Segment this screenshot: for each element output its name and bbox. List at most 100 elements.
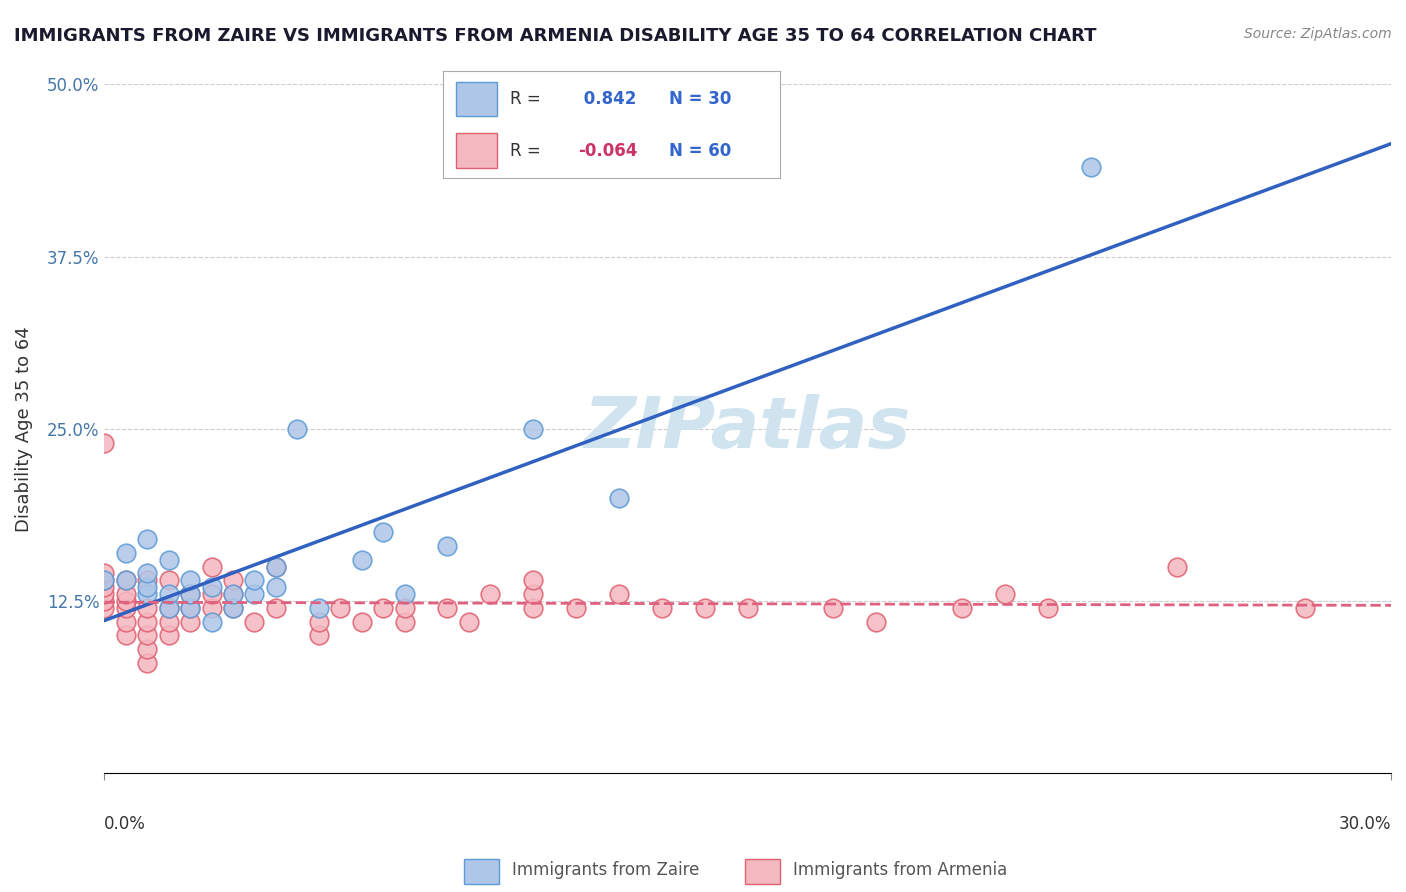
- Text: Immigrants from Zaire: Immigrants from Zaire: [512, 861, 699, 879]
- Point: [93, 600, 115, 615]
- Text: N = 30: N = 30: [669, 90, 731, 108]
- FancyBboxPatch shape: [457, 82, 496, 116]
- Text: R =: R =: [510, 142, 541, 160]
- Point: [264, 559, 287, 574]
- Text: 30.0%: 30.0%: [1339, 814, 1391, 832]
- Point: [436, 539, 458, 553]
- FancyBboxPatch shape: [464, 859, 499, 884]
- Point: [222, 600, 245, 615]
- Point: [136, 532, 159, 546]
- Point: [200, 559, 222, 574]
- Point: [607, 491, 630, 505]
- Point: [1166, 559, 1188, 574]
- Point: [179, 587, 201, 601]
- Point: [200, 580, 222, 594]
- Point: [200, 600, 222, 615]
- Point: [308, 615, 330, 629]
- Point: [950, 600, 973, 615]
- Point: [243, 574, 266, 588]
- Point: [565, 600, 588, 615]
- Point: [651, 600, 673, 615]
- Point: [157, 587, 180, 601]
- Point: [458, 615, 481, 629]
- Text: -0.064: -0.064: [578, 142, 637, 160]
- Point: [350, 615, 373, 629]
- Point: [157, 574, 180, 588]
- Point: [522, 574, 544, 588]
- Text: N = 60: N = 60: [669, 142, 731, 160]
- Point: [93, 574, 115, 588]
- Point: [1036, 600, 1059, 615]
- Point: [1080, 160, 1102, 174]
- Point: [994, 587, 1017, 601]
- Point: [200, 615, 222, 629]
- Point: [114, 600, 136, 615]
- Point: [157, 600, 180, 615]
- Point: [522, 587, 544, 601]
- Text: 0.842: 0.842: [578, 90, 637, 108]
- Point: [114, 587, 136, 601]
- Point: [157, 600, 180, 615]
- Point: [179, 615, 201, 629]
- Point: [222, 574, 245, 588]
- Point: [179, 587, 201, 601]
- Point: [136, 574, 159, 588]
- Point: [436, 600, 458, 615]
- Text: IMMIGRANTS FROM ZAIRE VS IMMIGRANTS FROM ARMENIA DISABILITY AGE 35 TO 64 CORRELA: IMMIGRANTS FROM ZAIRE VS IMMIGRANTS FROM…: [14, 27, 1097, 45]
- Point: [136, 642, 159, 657]
- Point: [243, 615, 266, 629]
- Point: [136, 566, 159, 581]
- Y-axis label: Disability Age 35 to 64: Disability Age 35 to 64: [15, 326, 32, 532]
- Point: [373, 525, 395, 540]
- Point: [607, 587, 630, 601]
- Point: [157, 552, 180, 566]
- Point: [373, 600, 395, 615]
- Text: Source: ZipAtlas.com: Source: ZipAtlas.com: [1244, 27, 1392, 41]
- Point: [329, 600, 352, 615]
- Point: [114, 574, 136, 588]
- Point: [394, 615, 416, 629]
- Point: [93, 574, 115, 588]
- Point: [308, 600, 330, 615]
- Point: [114, 546, 136, 560]
- Point: [823, 600, 845, 615]
- Point: [264, 559, 287, 574]
- Point: [179, 574, 201, 588]
- Point: [264, 600, 287, 615]
- Text: Immigrants from Armenia: Immigrants from Armenia: [793, 861, 1007, 879]
- Point: [1294, 600, 1316, 615]
- Text: R =: R =: [510, 90, 541, 108]
- Point: [350, 552, 373, 566]
- Text: ZIPatlas: ZIPatlas: [583, 394, 911, 463]
- Point: [114, 574, 136, 588]
- Point: [93, 594, 115, 608]
- Point: [737, 600, 759, 615]
- Point: [222, 600, 245, 615]
- FancyBboxPatch shape: [745, 859, 780, 884]
- Point: [394, 600, 416, 615]
- Point: [136, 628, 159, 642]
- Point: [136, 600, 159, 615]
- FancyBboxPatch shape: [457, 134, 496, 168]
- Point: [522, 600, 544, 615]
- Point: [136, 615, 159, 629]
- Point: [136, 587, 159, 601]
- Point: [200, 587, 222, 601]
- Point: [179, 600, 201, 615]
- Point: [394, 587, 416, 601]
- Text: 0.0%: 0.0%: [104, 814, 146, 832]
- Point: [264, 580, 287, 594]
- Point: [243, 587, 266, 601]
- Point: [136, 580, 159, 594]
- Point: [114, 615, 136, 629]
- Point: [114, 594, 136, 608]
- Point: [222, 587, 245, 601]
- Point: [479, 587, 502, 601]
- Point: [865, 615, 887, 629]
- Point: [179, 600, 201, 615]
- Point: [93, 580, 115, 594]
- Point: [93, 587, 115, 601]
- Point: [157, 615, 180, 629]
- Point: [114, 628, 136, 642]
- Point: [136, 656, 159, 670]
